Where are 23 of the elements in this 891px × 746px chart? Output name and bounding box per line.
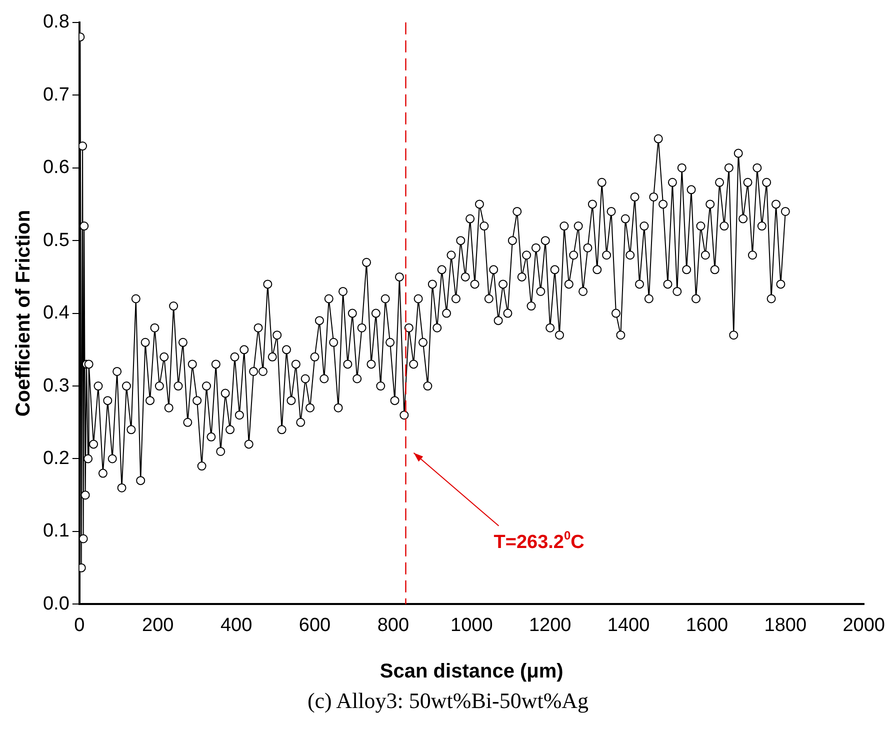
x-axis-title: Scan distance (μm): [380, 660, 564, 683]
x-tick-label: 600: [298, 614, 331, 636]
y-tick-label: 0.7: [42, 84, 70, 106]
y-tick-label: 0.3: [42, 375, 70, 396]
y-tick-label: 0.5: [42, 230, 70, 251]
y-tick-label: 0.1: [42, 520, 70, 542]
y-tick-label: 0.8: [42, 12, 70, 33]
x-tick-label: 1200: [528, 614, 572, 636]
y-tick-label: 0.2: [42, 448, 70, 469]
y-tick-label: 0.4: [42, 302, 70, 324]
x-tick-label: 400: [220, 614, 252, 636]
x-tick-label: 200: [142, 614, 174, 636]
x-tick-label: 0: [74, 614, 85, 636]
x-tick-label: 1800: [764, 614, 807, 636]
x-tick-label: 1600: [686, 614, 728, 636]
x-tick-label: 1000: [450, 614, 493, 636]
y-tick-label: 0.6: [42, 157, 70, 178]
text: (c) Alloy3: 50wt%Bi-50wt%Ag: [306, 688, 590, 714]
x-tick-label: 2000: [842, 614, 886, 636]
x-tick-label: 1400: [607, 614, 650, 636]
y-axis-title: Coefficient of Friction: [12, 210, 35, 417]
y-tick-label: 0.0: [42, 593, 70, 614]
x-tick-label: 800: [377, 614, 410, 636]
